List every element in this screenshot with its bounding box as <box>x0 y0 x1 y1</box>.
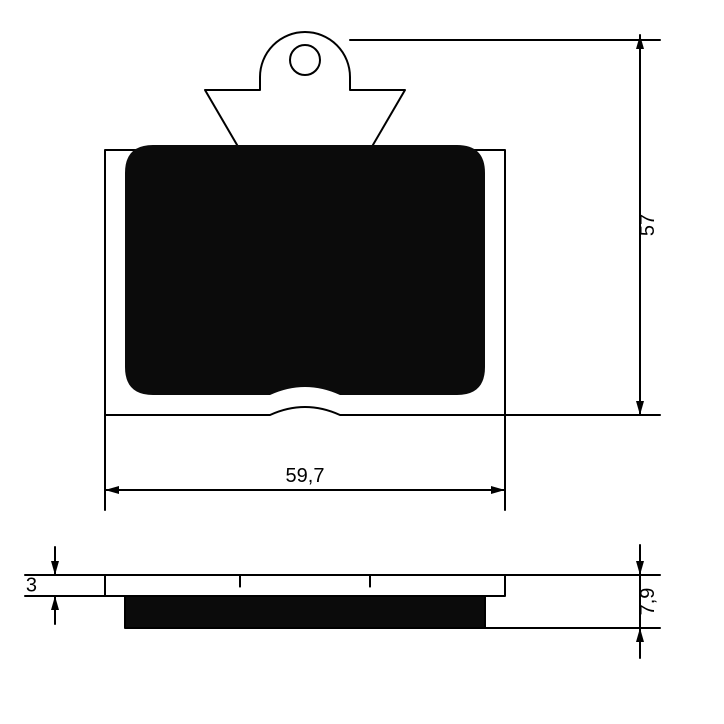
dim-plate: 3 <box>26 575 37 597</box>
dim-total-thickness: 7,9 <box>637 588 659 616</box>
dim-width: 59,7 <box>286 465 325 487</box>
dim-height: 57 <box>637 214 659 236</box>
